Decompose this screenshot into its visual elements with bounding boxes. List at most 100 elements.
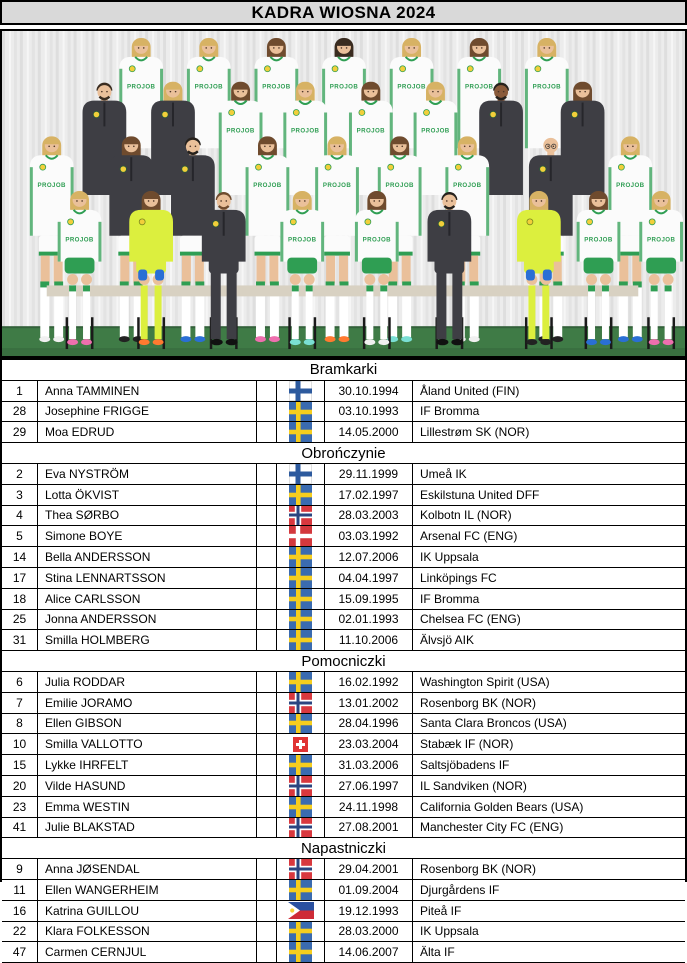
shirt-number-cell: 9 (2, 859, 38, 880)
shirt-number-cell: 1 (2, 380, 38, 402)
club-cell: IL Sandviken (NOR) (413, 775, 685, 797)
birthdate-cell: 11.10.2006 (325, 630, 413, 652)
player-name-cell: Emma WESTIN (38, 796, 257, 818)
spacer-cell (257, 713, 277, 735)
player-name-cell: Josephine FRIGGE (38, 401, 257, 423)
spacer-cell (257, 900, 277, 922)
player-name-cell: Katrina GUILLOU (38, 900, 257, 922)
player-name-cell: Anna JØSENDAL (38, 859, 257, 880)
svg-text:PROJOB: PROJOB (226, 127, 255, 134)
spacer-cell (257, 942, 277, 963)
player-name-cell: Julia RODDAR (38, 671, 257, 693)
shirt-number-cell: 14 (2, 547, 38, 568)
switzerland-flag-icon (293, 736, 308, 752)
shirt-number-cell: 47 (2, 942, 38, 963)
svg-text:PROJOB: PROJOB (357, 127, 386, 134)
svg-text:PROJOB: PROJOB (127, 84, 156, 91)
birthdate-cell: 03.03.1992 (325, 526, 413, 548)
svg-text:PROJOB: PROJOB (647, 237, 676, 244)
norway-flag-icon (289, 505, 312, 526)
club-cell: Santa Clara Broncos (USA) (413, 713, 685, 735)
svg-text:PROJOB: PROJOB (262, 84, 291, 91)
club-cell: Djurgårdens IF (413, 879, 685, 901)
spacer-cell (257, 671, 277, 693)
shirt-number-cell: 7 (2, 692, 38, 714)
svg-text:PROJOB: PROJOB (421, 127, 450, 134)
shirt-number-cell: 6 (2, 671, 38, 693)
player-name-cell: Lykke IHRFELT (38, 755, 257, 776)
club-cell: IF Bromma (413, 588, 685, 610)
player-name-cell: Emilie JORAMO (38, 692, 257, 714)
shirt-number-cell: 3 (2, 484, 38, 506)
sweden-flag-icon (289, 588, 312, 609)
spacer-cell (257, 796, 277, 818)
player-name-cell: Thea SØRBO (38, 505, 257, 527)
birthdate-cell: 28.03.2000 (325, 921, 413, 943)
flag-cell (277, 567, 325, 589)
spacer-cell (257, 692, 277, 714)
flag-cell (277, 796, 325, 818)
birthdate-cell: 27.06.1997 (325, 775, 413, 797)
sweden-flag-icon (289, 609, 312, 630)
spacer-cell (257, 401, 277, 423)
svg-text:PROJOB: PROJOB (195, 84, 224, 91)
spacer-cell (257, 547, 277, 568)
spacer-cell (257, 879, 277, 901)
shirt-number-cell: 2 (2, 463, 38, 485)
club-cell: IK Uppsala (413, 547, 685, 568)
club-cell: IF Bromma (413, 401, 685, 423)
svg-text:PROJOB: PROJOB (38, 182, 67, 189)
spacer-cell (257, 775, 277, 797)
club-cell: Saltsjöbadens IF (413, 755, 685, 776)
sweden-flag-icon (289, 755, 312, 775)
birthdate-cell: 19.12.1993 (325, 900, 413, 922)
finland-flag-icon (289, 380, 312, 401)
flag-cell (277, 942, 325, 963)
spacer-cell (257, 588, 277, 610)
spacer-cell (257, 526, 277, 548)
player-name-cell: Alice CARLSSON (38, 588, 257, 610)
svg-text:PROJOB: PROJOB (330, 84, 359, 91)
svg-text:PROJOB: PROJOB (253, 182, 282, 189)
club-cell: Washington Spirit (USA) (413, 671, 685, 693)
club-cell: Chelsea FC (ENG) (413, 609, 685, 631)
spacer-cell (257, 734, 277, 756)
spacer-cell (257, 422, 277, 444)
player-name-cell: Simone BOYE (38, 526, 257, 548)
player-name-cell: Klara FOLKESSON (38, 921, 257, 943)
player-name-cell: Julie BLAKSTAD (38, 817, 257, 839)
birthdate-cell: 15.09.1995 (325, 588, 413, 610)
club-cell: Stabæk IF (NOR) (413, 734, 685, 756)
club-cell: Eskilstuna United DFF (413, 484, 685, 506)
norway-flag-icon (289, 692, 312, 713)
club-cell: Älvsjö AIK (413, 630, 685, 652)
club-cell: Piteå IF (413, 900, 685, 922)
birthdate-cell: 17.02.1997 (325, 484, 413, 506)
club-cell: Kolbotn IL (NOR) (413, 505, 685, 527)
club-cell: Älta IF (413, 942, 685, 963)
player-name-cell: Eva NYSTRÖM (38, 463, 257, 485)
norway-flag-icon (289, 775, 312, 796)
spacer-cell (257, 755, 277, 776)
shirt-number-cell: 23 (2, 796, 38, 818)
flag-cell (277, 692, 325, 714)
club-cell: California Golden Bears (USA) (413, 796, 685, 818)
club-cell: Umeå IK (413, 463, 685, 485)
player-name-cell: Carmen CERNJUL (38, 942, 257, 963)
section-header: Napastniczki (2, 838, 685, 860)
denmark-flag-icon (289, 526, 312, 547)
birthdate-cell: 16.02.1992 (325, 671, 413, 693)
birthdate-cell: 04.04.1997 (325, 567, 413, 589)
birthdate-cell: 01.09.2004 (325, 879, 413, 901)
page-title: KADRA WIOSNA 2024 (0, 0, 687, 25)
spacer-cell (257, 380, 277, 402)
svg-text:PROJOB: PROJOB (453, 182, 482, 189)
section-header: Bramkarki (2, 360, 685, 381)
player-name-cell: Ellen WANGERHEIM (38, 879, 257, 901)
flag-cell (277, 588, 325, 610)
player-name-cell: Moa EDRUD (38, 422, 257, 444)
spacer-cell (257, 567, 277, 589)
club-cell: Rosenborg BK (NOR) (413, 859, 685, 880)
team-photo: PROJOB PROJOB PROJOB PROJOB PROJOB PROJOB PROJ… (0, 29, 687, 358)
spacer-cell (257, 817, 277, 839)
